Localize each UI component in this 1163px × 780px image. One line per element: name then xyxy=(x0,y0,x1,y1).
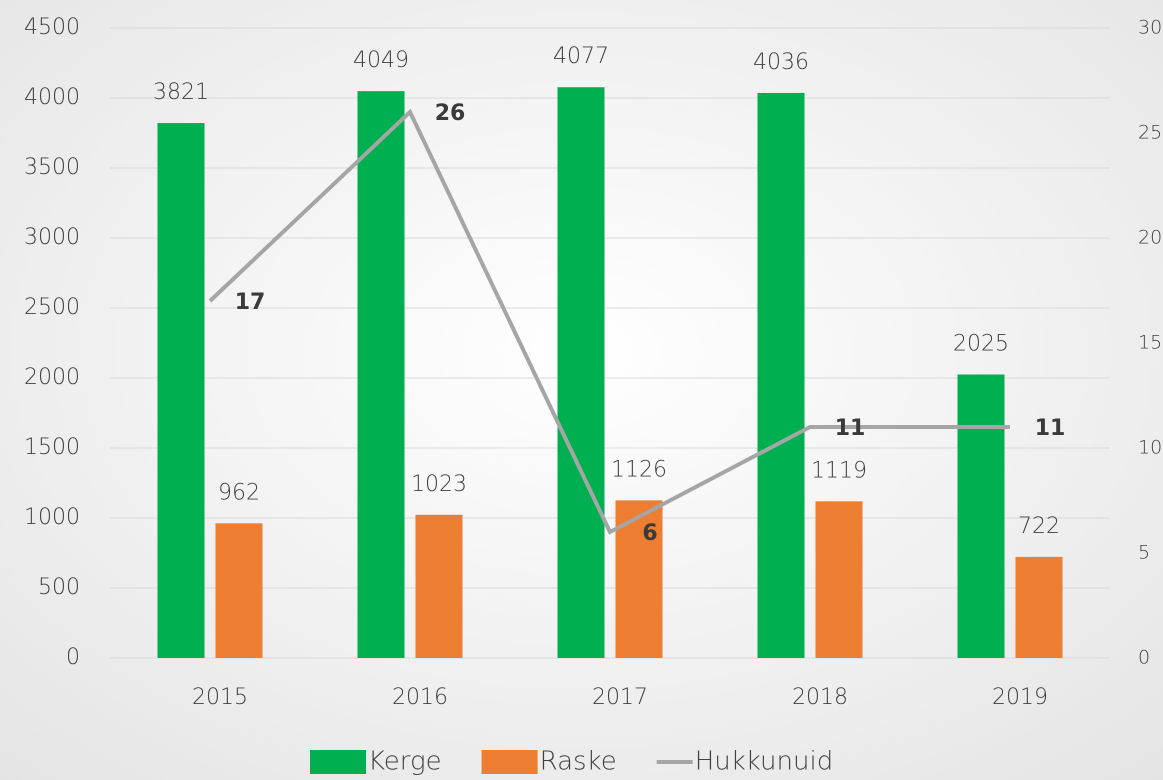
data-label: 1023 xyxy=(411,472,467,497)
data-label: 1119 xyxy=(811,458,867,483)
data-label: 11 xyxy=(835,416,866,441)
y-tick-label: 3000 xyxy=(24,225,80,250)
legend-label: Hukkunuid xyxy=(695,747,834,777)
y2-tick-label: 10 xyxy=(1138,437,1162,459)
data-label: 17 xyxy=(235,290,266,315)
x-tick-label: 2017 xyxy=(592,685,648,710)
bar xyxy=(957,374,1005,658)
x-tick-label: 2016 xyxy=(392,685,448,710)
data-label: 2025 xyxy=(953,332,1009,357)
y-tick-label: 1000 xyxy=(24,505,80,530)
y-tick-label: 500 xyxy=(38,575,80,600)
line xyxy=(208,108,1010,535)
x-tick-label: 2018 xyxy=(792,685,848,710)
y-tick-label: 0 xyxy=(66,645,80,670)
bar xyxy=(757,92,805,658)
y2-tick-label: 15 xyxy=(1138,332,1162,354)
y2-tick-label: 5 xyxy=(1138,542,1150,564)
bar xyxy=(215,523,263,658)
data-label: 26 xyxy=(435,101,466,126)
bar xyxy=(815,501,863,658)
data-label: 962 xyxy=(218,480,260,505)
legend-swatch xyxy=(310,750,366,774)
y2-tick-label: 25 xyxy=(1138,122,1162,144)
data-label: 6 xyxy=(642,521,657,546)
bar xyxy=(357,91,405,658)
legend-label: Kerge xyxy=(368,747,442,777)
bar xyxy=(1015,556,1063,658)
data-label: 722 xyxy=(1018,514,1060,539)
y-tick-label: 4000 xyxy=(24,85,80,110)
y2-tick-label: 30 xyxy=(1138,17,1162,39)
legend-label: Raske xyxy=(540,747,617,777)
data-label: 1126 xyxy=(611,457,667,482)
y-tick-label: 1500 xyxy=(24,435,80,460)
legend-swatch xyxy=(481,750,538,774)
y-tick-label: 4500 xyxy=(24,15,80,40)
data-label: 11 xyxy=(1035,416,1066,441)
y-tick-label: 2500 xyxy=(24,295,80,320)
y2-tick-label: 0 xyxy=(1138,647,1150,669)
x-tick-label: 2015 xyxy=(192,685,248,710)
y-tick-label: 2000 xyxy=(24,365,80,390)
bar xyxy=(415,514,463,658)
bar xyxy=(157,123,205,658)
x-tick-label: 2019 xyxy=(992,685,1048,710)
y-tick-label: 3500 xyxy=(24,155,80,180)
y2-tick-label: 20 xyxy=(1138,227,1162,249)
data-label: 3821 xyxy=(153,80,209,105)
data-label: 4077 xyxy=(553,44,609,69)
data-label: 4036 xyxy=(753,50,809,75)
bar xyxy=(557,87,605,659)
data-label: 4049 xyxy=(353,48,409,73)
